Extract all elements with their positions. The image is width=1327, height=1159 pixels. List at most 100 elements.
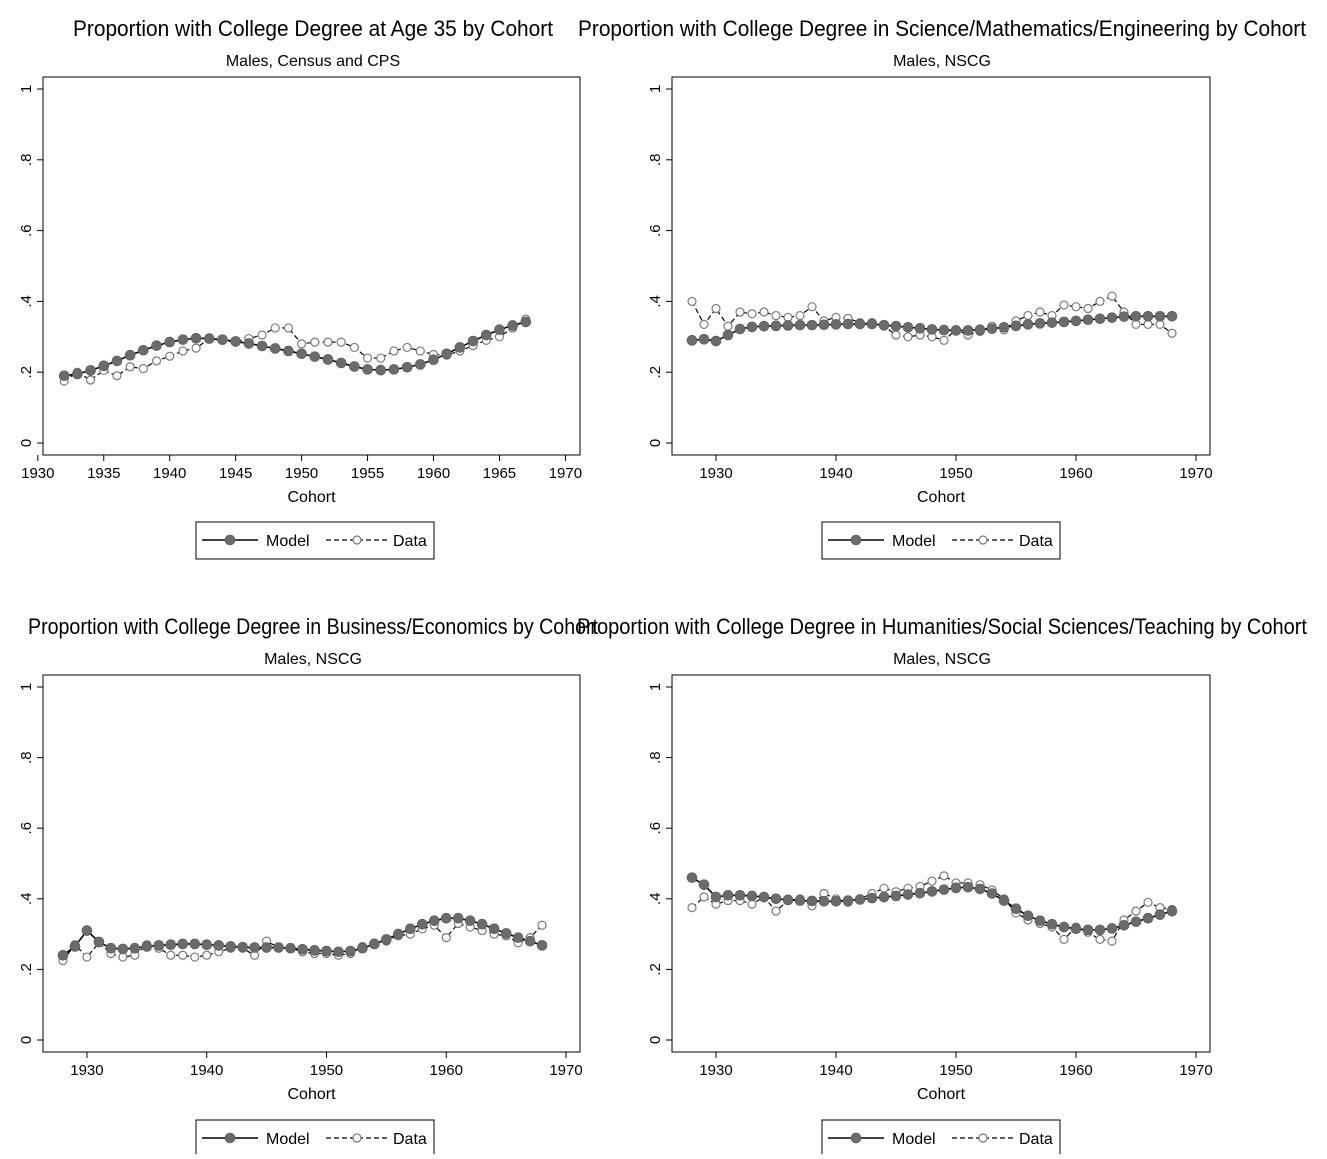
x-tick-label: 1930 (699, 465, 732, 482)
chart-title: Proportion with College Degree at Age 35… (73, 16, 553, 41)
model-point (405, 923, 416, 935)
model-point (926, 324, 938, 335)
model-point (375, 364, 387, 376)
plot-area (42, 76, 581, 456)
legend-data-marker (352, 1133, 362, 1143)
y-tick-label: .4 (18, 893, 35, 906)
model-point (309, 945, 320, 956)
model-point (770, 320, 782, 332)
data-point (138, 364, 148, 374)
x-axis-label: Cohort (917, 1086, 966, 1103)
x-tick-label: 1935 (87, 465, 120, 482)
legend-data-label: Data (1019, 1131, 1053, 1148)
model-point (213, 940, 224, 951)
model-point (57, 949, 69, 961)
model-point (283, 345, 294, 357)
model-point (770, 893, 782, 905)
model-point (230, 336, 241, 347)
model-point (1154, 909, 1166, 920)
legend-data-label: Data (393, 533, 427, 550)
x-tick-label: 1950 (310, 1062, 343, 1079)
y-tick-label: .2 (18, 366, 35, 379)
model-point (1130, 310, 1142, 322)
model-point (1046, 317, 1058, 328)
model-point (806, 895, 818, 907)
model-point (415, 359, 426, 370)
model-point (1082, 924, 1094, 936)
model-point (974, 324, 986, 336)
model-point (1106, 312, 1118, 323)
data-point (747, 899, 757, 909)
data-point (362, 353, 373, 363)
model-point (938, 324, 950, 336)
model-point (285, 942, 296, 954)
y-tick-label: .4 (647, 893, 664, 906)
y-tick-label: .2 (18, 963, 35, 976)
data-point (537, 920, 547, 930)
legend-model-marker (224, 1132, 236, 1144)
data-point (699, 319, 709, 330)
chart-panel-2: Proportion with College Degree in Scienc… (578, 16, 1306, 560)
data-point (125, 362, 135, 372)
x-axis-label: Cohort (917, 489, 966, 506)
legend-data-marker (978, 1133, 988, 1143)
data-point (1083, 303, 1093, 314)
model-point (297, 943, 308, 955)
data-point (783, 312, 793, 322)
data-point (1143, 319, 1153, 330)
model-point (243, 338, 255, 349)
data-point (759, 307, 769, 317)
model-point (393, 928, 404, 940)
data-point (257, 330, 267, 340)
y-tick-label: .2 (647, 366, 664, 379)
model-point (998, 321, 1010, 333)
y-tick-label: .4 (18, 295, 35, 308)
model-point (830, 319, 842, 330)
model-point (507, 320, 518, 331)
data-point (771, 906, 781, 916)
data-point (699, 892, 709, 902)
model-point (794, 319, 806, 331)
model-point (1094, 924, 1106, 936)
x-tick-label: 1970 (549, 465, 582, 482)
model-point (488, 923, 500, 935)
legend-model-label: Model (266, 1131, 310, 1148)
x-tick-label: 1960 (1059, 1062, 1092, 1079)
chart-subtitle: Males, NSCG (893, 53, 991, 70)
data-point (323, 337, 333, 347)
model-point (758, 891, 770, 903)
chart-title: Proportion with College Degree in Busine… (28, 614, 598, 639)
model-point (464, 915, 476, 926)
model-point (950, 882, 962, 894)
model-point (722, 329, 734, 341)
data-point (376, 353, 386, 363)
model-point (758, 320, 770, 332)
model-point (117, 943, 129, 955)
model-point (1070, 315, 1082, 327)
y-tick-label: 1 (18, 85, 35, 93)
data-point (85, 375, 96, 385)
model-point (256, 340, 268, 352)
model-point (452, 912, 464, 924)
y-tick-label: 1 (18, 683, 35, 691)
chart-subtitle: Males, Census and CPS (226, 53, 400, 70)
y-tick-label: .8 (647, 154, 664, 167)
data-point (795, 310, 805, 321)
x-axis-label: Cohort (287, 489, 336, 506)
legend-model-marker (850, 534, 862, 546)
model-point (962, 881, 974, 893)
model-point (1034, 915, 1046, 926)
model-point (938, 884, 950, 895)
model-point (476, 918, 488, 930)
data-point (297, 339, 307, 349)
model-point (902, 321, 914, 333)
x-tick-label: 1950 (939, 465, 972, 482)
model-point (401, 361, 413, 373)
model-point (190, 332, 202, 344)
model-point (520, 316, 532, 328)
model-point (998, 895, 1010, 906)
model-point (441, 348, 452, 360)
model-point (1154, 310, 1166, 322)
y-tick-label: .8 (18, 154, 35, 167)
